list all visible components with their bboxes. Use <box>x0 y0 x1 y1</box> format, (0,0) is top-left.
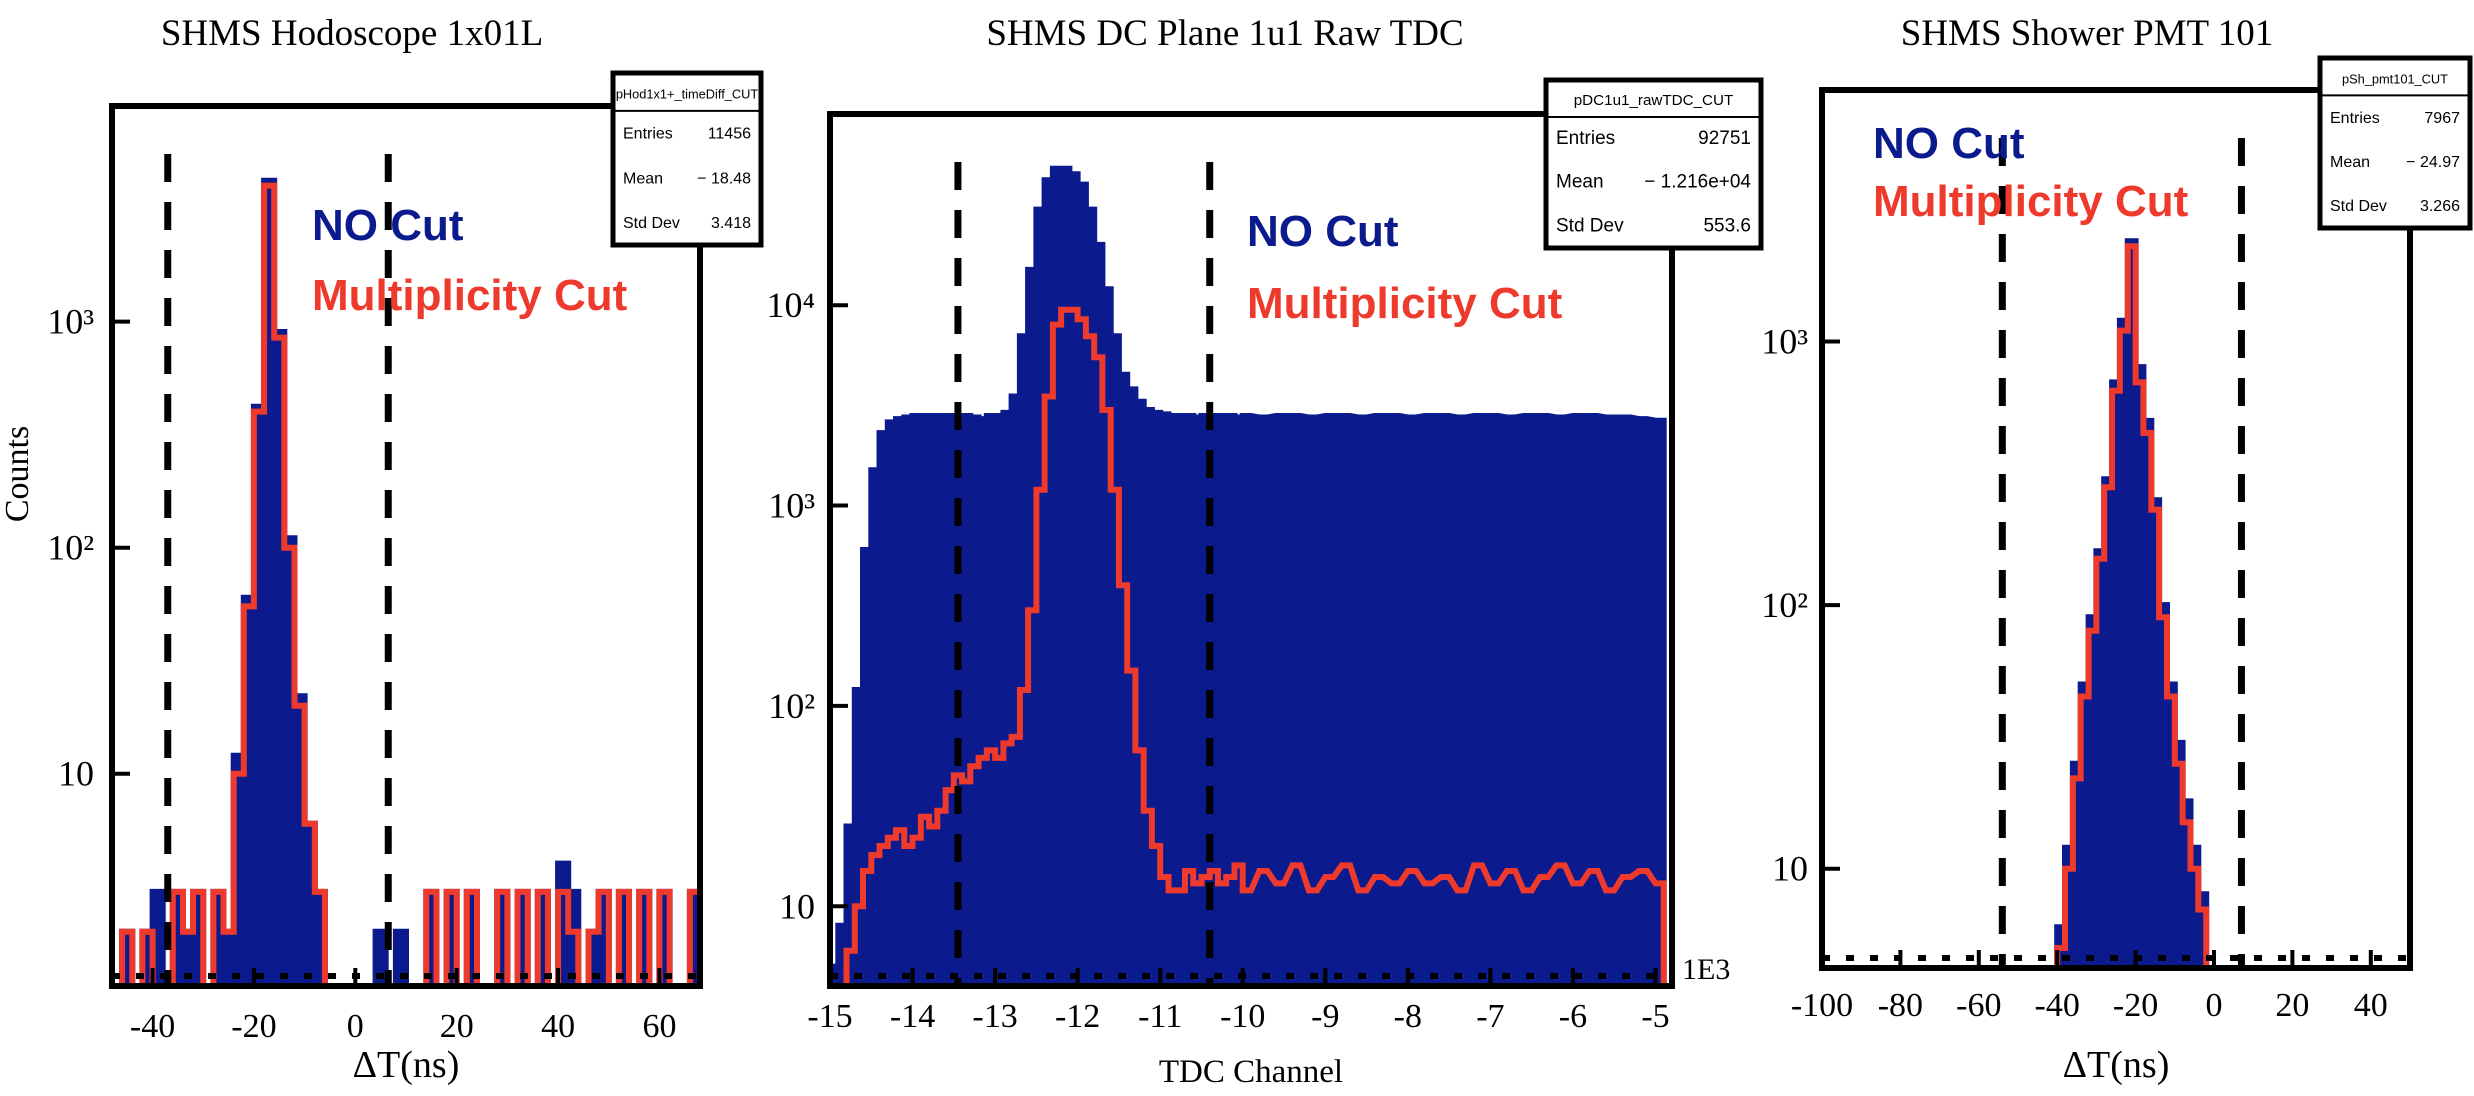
x-tick-label: 40 <box>541 1008 575 1045</box>
x-tick-label: -8 <box>1394 998 1422 1035</box>
legend-no-cut: NO Cut <box>1247 207 1399 256</box>
plot-frame <box>827 111 1675 989</box>
stats-value: 92751 <box>1698 128 1751 149</box>
y-tick-label: 10² <box>1761 585 1808 625</box>
stats-key: Entries <box>1556 128 1615 149</box>
chart-title: SHMS Shower PMT 101 <box>1901 13 2273 54</box>
legend-no-cut: NO Cut <box>1873 119 2025 168</box>
x-tick-label: 40 <box>2354 987 2388 1024</box>
y-tick-label: 10³ <box>47 302 94 342</box>
y-tick-label: 10³ <box>1761 322 1808 362</box>
x-tick-label: -7 <box>1476 998 1504 1035</box>
x-tick-label: -20 <box>2113 987 2158 1024</box>
x-tick-label: -15 <box>807 998 852 1035</box>
x-tick-label: -10 <box>1220 998 1265 1035</box>
stats-value: 11456 <box>708 126 751 143</box>
stats-frame <box>2317 55 2473 231</box>
panel-shower-pmt: SHMS Shower PMT 101 -100 -80 -60 -40 -20 0 20 40… <box>1761 13 2473 1086</box>
x-tick-label: -5 <box>1641 998 1669 1035</box>
x-tick-label: -11 <box>1138 998 1182 1035</box>
x-tick-label: 60 <box>642 1008 676 1045</box>
stats-value: − 18.48 <box>697 170 751 187</box>
stats-key: Std Dev <box>623 215 680 232</box>
series-no-cut <box>830 165 1667 986</box>
x-tick-label: -40 <box>2035 987 2080 1024</box>
chart-title: SHMS DC Plane 1u1 Raw TDC <box>986 13 1463 54</box>
stats-value: 553.6 <box>1703 215 1751 236</box>
x-tick-label: -9 <box>1311 998 1339 1035</box>
stats-value: 7967 <box>2424 110 2460 127</box>
stats-name: pDC1u1_rawTDC_CUT <box>1574 92 1734 109</box>
x-tick-label: -60 <box>1956 987 2001 1024</box>
histogram-multiplicity-cut <box>112 182 700 986</box>
stats-key: Mean <box>1556 172 1604 193</box>
x-tick-label: -40 <box>130 1008 175 1045</box>
stats-key: Entries <box>2330 110 2380 127</box>
legend-no-cut: NO Cut <box>312 201 464 250</box>
x-tick-label: 20 <box>2275 987 2309 1024</box>
plot-area <box>112 154 700 986</box>
stats-frame <box>1543 77 1764 251</box>
stats-box: pSh_pmt101_CUT Entries 7967 Mean − 24.97 Std … <box>2317 55 2473 231</box>
x-tick-label: -6 <box>1559 998 1587 1035</box>
panel-dc-plane: SHMS DC Plane 1u1 Raw TDC -15 -14 -13 -12 -11… <box>766 13 1764 1090</box>
x-tick-label: 0 <box>2206 987 2223 1024</box>
stats-key: Mean <box>2330 154 2370 171</box>
x-axis-label: ΔT(ns) <box>2063 1044 2170 1086</box>
series-multiplicity-cut <box>112 182 700 986</box>
x-multiplier: 1E3 <box>1682 953 1730 986</box>
y-tick-label: 10⁴ <box>766 285 815 325</box>
histogram-multiplicity-cut <box>830 306 1667 986</box>
x-axis-label: ΔT(ns) <box>353 1044 460 1086</box>
x-tick-label: -100 <box>1791 987 1853 1024</box>
x-tick-label: -12 <box>1055 998 1100 1035</box>
stats-frame <box>610 70 764 248</box>
stats-name: pHod1x1+_timeDiff_CUT <box>616 87 759 102</box>
x-tick-label: -14 <box>890 998 935 1035</box>
y-tick-label: 10³ <box>768 486 815 526</box>
stats-key: Mean <box>623 170 663 187</box>
y-tick-label: 10² <box>768 686 815 726</box>
legend-multiplicity-cut: Multiplicity Cut <box>1247 279 1563 328</box>
stats-value: 3.266 <box>2420 198 2460 215</box>
stats-name: pSh_pmt101_CUT <box>2342 71 2448 86</box>
plot-area <box>1998 138 2245 968</box>
panel-hodoscope: SHMS Hodoscope 1x01L -40 -20 0 20 40 60 10 10² 10… <box>47 13 764 1086</box>
x-tick-label: -20 <box>231 1008 276 1045</box>
legend-multiplicity-cut: Multiplicity Cut <box>312 271 628 320</box>
series-multiplicity-cut <box>830 306 1667 986</box>
y-tick-label: 10² <box>47 528 94 568</box>
stats-key: Std Dev <box>1556 215 1624 236</box>
y-tick-label: 10 <box>1772 849 1808 889</box>
stats-key: Std Dev <box>2330 198 2387 215</box>
y-axis-label: Counts <box>0 426 36 522</box>
x-tick-label: 0 <box>347 1008 364 1045</box>
stats-value: 3.418 <box>711 215 751 232</box>
y-tick-label: 10 <box>779 886 815 926</box>
stats-key: Entries <box>623 126 673 143</box>
x-axis-label: TDC Channel <box>1159 1054 1343 1090</box>
x-tick-label: 20 <box>440 1008 474 1045</box>
series-multiplicity-cut <box>2054 243 2210 968</box>
stats-value: − 24.97 <box>2406 154 2460 171</box>
y-tick-label: 10 <box>58 754 94 794</box>
chart-title: SHMS Hodoscope 1x01L <box>161 13 543 54</box>
stats-box: pHod1x1+_timeDiff_CUT Entries 11456 Mean − 1… <box>610 70 764 248</box>
legend-multiplicity-cut: Multiplicity Cut <box>1873 177 2189 226</box>
plot-area <box>830 162 1667 986</box>
stats-box: pDC1u1_rawTDC_CUT Entries 92751 Mean − 1.216… <box>1543 77 1764 251</box>
histogram-no-cut <box>830 165 1667 986</box>
plot-frame <box>1819 87 2413 971</box>
x-tick-label: -80 <box>1878 987 1923 1024</box>
stats-value: − 1.216e+04 <box>1644 172 1751 193</box>
x-tick-label: -13 <box>972 998 1017 1035</box>
histogram-multiplicity-cut <box>2054 243 2210 968</box>
